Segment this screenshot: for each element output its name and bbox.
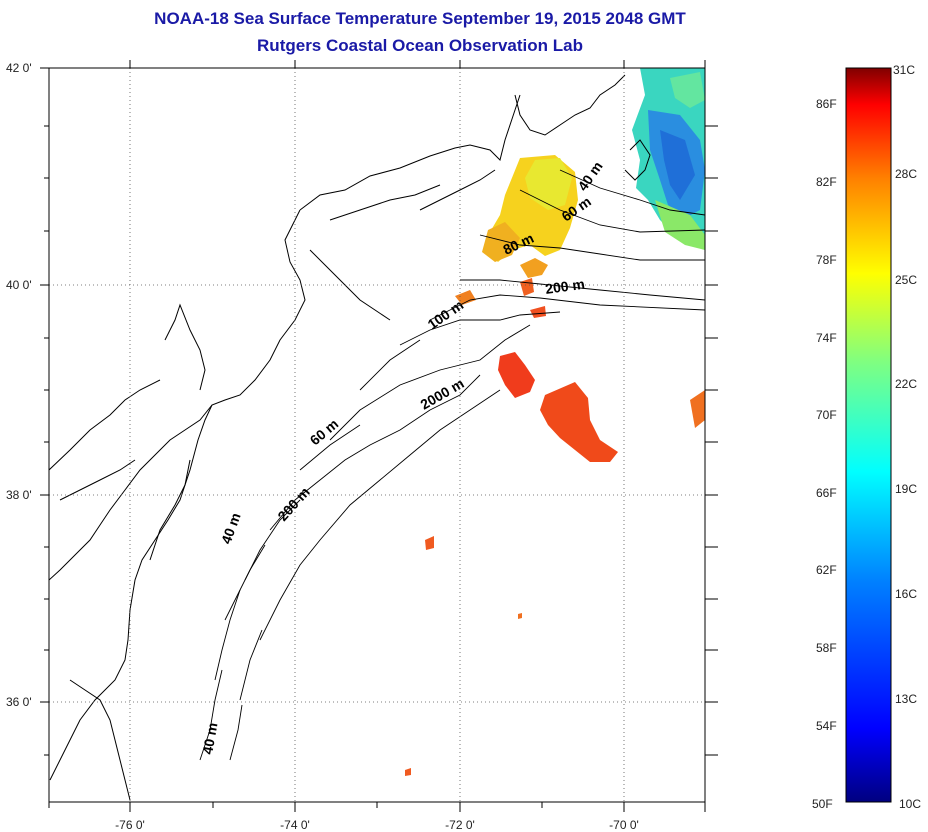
lon-label: -72 0' xyxy=(445,818,475,832)
lat-label: 38 0' xyxy=(6,488,32,502)
lat-label: 40 0' xyxy=(6,278,32,292)
colorbar-scale xyxy=(845,67,892,803)
colorbar: 86F 82F 78F 74F 70F 66F 62F 58F 54F 50F … xyxy=(812,63,921,811)
colorbar-c-label: 25C xyxy=(895,273,917,287)
colorbar-f-label: 54F xyxy=(816,719,837,733)
lon-label: -74 0' xyxy=(280,818,310,832)
colorbar-c-label: 28C xyxy=(895,167,917,181)
colorbar-f-label: 58F xyxy=(816,641,837,655)
contour-label: 40 m xyxy=(218,511,244,546)
lon-label: -70 0' xyxy=(609,818,639,832)
graticule xyxy=(49,68,705,802)
lon-label: -76 0' xyxy=(115,818,145,832)
colorbar-c-label: 31C xyxy=(893,63,915,77)
map-subtitle: Rutgers Coastal Ocean Observation Lab xyxy=(257,36,583,55)
colorbar-f-label: 70F xyxy=(816,408,837,422)
coastline xyxy=(49,74,651,801)
colorbar-f-label: 78F xyxy=(816,253,837,267)
colorbar-f-label: 74F xyxy=(816,331,837,345)
colorbar-f-label: 82F xyxy=(816,175,837,189)
map-panel: 40 m 60 m 80 m 200 m 100 m 2000 m 60 m 2… xyxy=(6,60,718,832)
colorbar-c-label: 19C xyxy=(895,482,917,496)
lat-label: 42 0' xyxy=(6,61,32,75)
lat-label: 36 0' xyxy=(6,695,32,709)
map-title: NOAA-18 Sea Surface Temperature Septembe… xyxy=(154,9,686,28)
contour-label: 40 m xyxy=(199,721,220,755)
contour-label: 200 m xyxy=(544,276,586,297)
map-frame xyxy=(48,67,706,803)
sst-data-layer xyxy=(405,68,705,776)
colorbar-c-label: 10C xyxy=(899,797,921,811)
axis-ticks xyxy=(40,60,718,812)
contour-label: 2000 m xyxy=(418,375,467,413)
contour-label: 100 m xyxy=(425,297,467,333)
bathymetry-contours xyxy=(199,169,705,761)
colorbar-f-label: 66F xyxy=(816,486,837,500)
colorbar-f-label: 62F xyxy=(816,563,837,577)
colorbar-c-label: 22C xyxy=(895,377,917,391)
colorbar-f-label: 86F xyxy=(816,97,837,111)
colorbar-c-label: 13C xyxy=(895,692,917,706)
contour-label: 60 m xyxy=(307,416,342,449)
colorbar-f-label: 50F xyxy=(812,797,833,811)
contour-label: 200 m xyxy=(274,484,312,524)
colorbar-c-label: 16C xyxy=(895,587,917,601)
